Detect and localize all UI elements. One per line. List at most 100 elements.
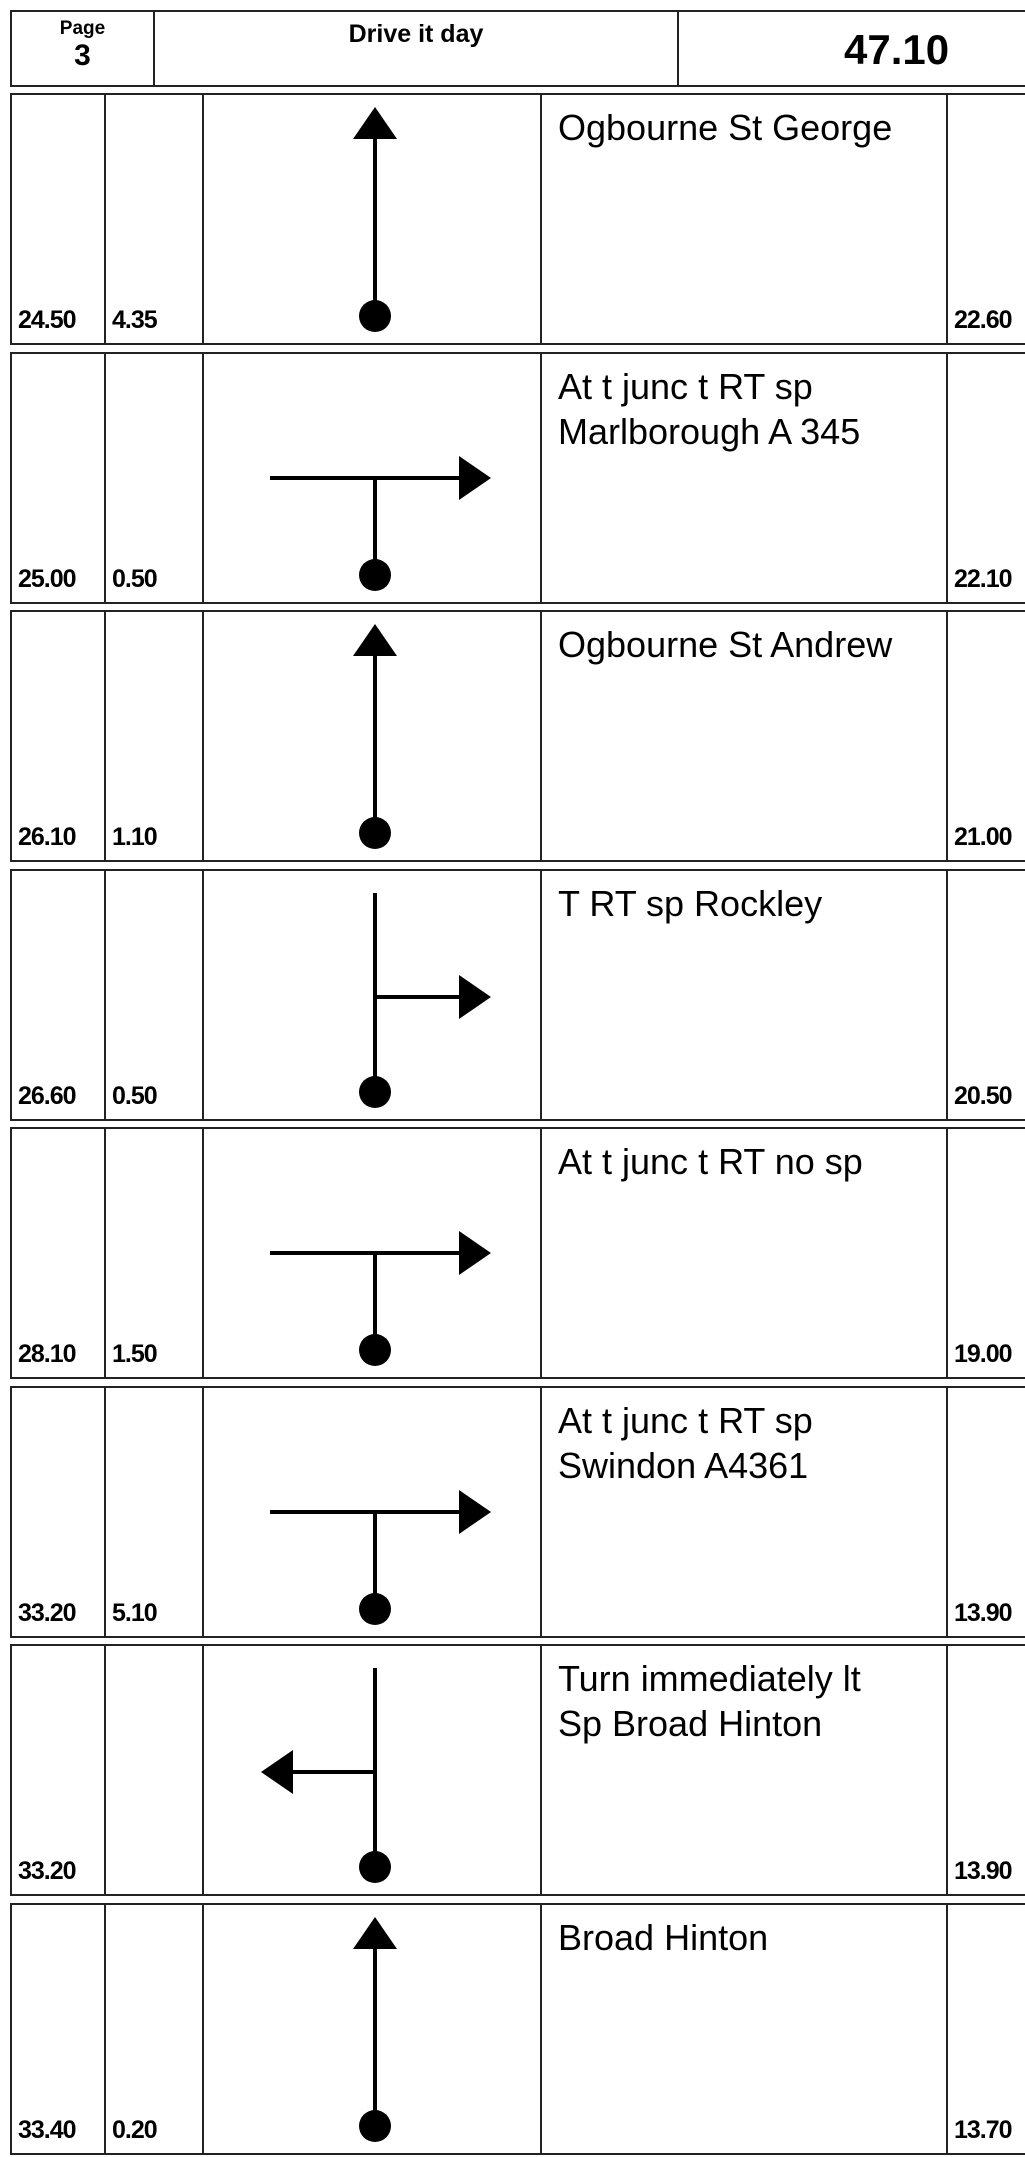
instruction-line: Broad Hinton [558,1916,769,1958]
instruction-row: 25.00 0.50 At t junc t RT sp Marlborough A … [10,351,1025,606]
instruction-row: 24.50 4.35 Ogbourne St George 22.60 [10,93,1025,345]
total-cell: 26.10 [10,610,106,862]
instruction: Ogbourne St Andrew [558,622,892,667]
instruction-row: 33.20 Turn immediately lt Sp Broad Hinton 1… [10,1644,1025,1896]
instruction-row: 28.10 1.50 At t junc t RT no sp 19.00 [10,1127,1025,1379]
total-distance: 33.40 [18,2115,77,2144]
total-distance: 24.50 [18,306,77,334]
tulip-diagram [204,612,542,864]
diagram-cell [202,351,542,606]
instruction-row: 33.40 0.20 Broad Hinton 13.70 [10,1902,1025,2157]
total-cell: 26.60 [10,868,106,1121]
remaining-cell: 13.90 [946,1385,1025,1638]
instruction-line: At t junc t RT sp [558,1399,813,1441]
instruction-line: Sp Broad Hinton [558,1703,823,1744]
remaining-cell: 22.60 [946,93,1025,345]
total-distance: 26.60 [18,1081,77,1110]
page-label: Page [59,18,106,39]
tulip-diagram [204,95,542,347]
instruction-row: 33.20 5.10 At t junc t RT sp Swindon A4361 1… [10,1385,1025,1640]
interval-distance: 5.10 [112,1598,158,1627]
tulip-diagram [204,871,542,1123]
total-distance: 33.20 [18,1598,77,1627]
instruction-line: Marlborough A 345 [558,410,861,452]
instruction-line: Swindon A4361 [558,1444,809,1486]
instruction-cell: Ogbourne St George [540,93,948,345]
instruction-cell: Turn immediately lt Sp Broad Hinton [540,1644,948,1896]
diagram-cell [202,868,542,1123]
diagram-cell [202,1385,542,1640]
page-box: Page 3 [10,10,155,87]
instruction: At t junc t RT sp Marlborough A 345 [558,364,860,454]
diagram-cell [202,610,542,862]
instruction: Ogbourne St George [558,105,892,150]
remaining-distance: 20.50 [954,1081,1013,1110]
remaining-cell: 22.10 [946,351,1025,604]
interval-cell [104,1644,204,1896]
diagram-cell [202,93,542,345]
interval-cell: 1.10 [104,610,204,862]
total-distance: 25.00 [18,564,77,593]
total-distance: 33.20 [18,1857,77,1885]
interval-distance: 0.50 [112,1081,158,1110]
diagram-cell [202,1644,542,1896]
instruction-line: At t junc t RT sp [558,365,813,407]
interval-cell: 1.50 [104,1127,204,1379]
remaining-cell: 21.00 [946,610,1025,862]
total-distance: 47.10 [844,26,950,73]
remaining-distance: 21.00 [954,823,1013,851]
total-cell: 28.10 [10,1127,106,1379]
tulip-diagram [204,1388,542,1640]
instruction-cell: T RT sp Rockley [540,868,948,1121]
instruction-cell: Ogbourne St Andrew [540,610,948,862]
total-cell: 33.20 [10,1385,106,1638]
remaining-distance: 19.00 [954,1340,1013,1368]
remaining-cell: 13.70 [946,1902,1025,2155]
instruction-line: Turn immediately lt [558,1658,861,1699]
instruction: Broad Hinton [558,1915,768,1960]
instruction: Turn immediately lt Sp Broad Hinton [558,1656,861,1746]
instruction: At t junc t RT no sp [558,1139,863,1184]
total-cell: 24.50 [10,93,106,345]
tulip-diagram [204,1905,542,2157]
interval-distance: 4.35 [112,306,158,334]
interval-distance: 1.50 [112,1340,158,1368]
total-distance: 26.10 [18,823,77,851]
remaining-distance: 22.10 [954,564,1013,593]
interval-cell: 0.50 [104,868,204,1121]
page-number: 3 [74,39,91,72]
remaining-distance: 13.90 [954,1857,1013,1885]
interval-cell: 0.20 [104,1902,204,2155]
interval-cell: 4.35 [104,93,204,345]
title: Drive it day [348,20,484,48]
remaining-distance: 13.90 [954,1598,1013,1627]
interval-cell: 0.50 [104,351,204,604]
instruction: T RT sp Rockley [558,881,822,926]
instruction-row: 26.60 0.50 T RT sp Rockley 20.50 [10,868,1025,1123]
instruction-line: Ogbourne St Andrew [558,624,893,665]
remaining-distance: 13.70 [954,2115,1013,2144]
diagram-cell [202,1127,542,1379]
remaining-cell: 20.50 [946,868,1025,1121]
instruction-cell: At t junc t RT sp Swindon A4361 [540,1385,948,1638]
instruction-cell: At t junc t RT sp Marlborough A 345 [540,351,948,604]
tulip-diagram [204,354,542,606]
total-distance: 28.10 [18,1340,77,1368]
instruction-line: Ogbourne St George [558,107,893,148]
tulip-diagram [204,1129,542,1381]
interval-cell: 5.10 [104,1385,204,1638]
instruction-row: 26.10 1.10 Ogbourne St Andrew 21.00 [10,610,1025,862]
remaining-cell: 19.00 [946,1127,1025,1379]
remaining-distance: 22.60 [954,306,1013,334]
interval-distance: 0.20 [112,2115,158,2144]
remaining-cell: 13.90 [946,1644,1025,1896]
total-box: 47.10 [677,10,1025,87]
tulip-diagram [204,1646,542,1898]
total-cell: 33.20 [10,1644,106,1896]
instruction-line: At t junc t RT no sp [558,1141,863,1182]
instruction-line: T RT sp Rockley [558,882,823,924]
title-box: Drive it day [153,10,679,87]
instruction-cell: At t junc t RT no sp [540,1127,948,1379]
instruction-cell: Broad Hinton [540,1902,948,2155]
